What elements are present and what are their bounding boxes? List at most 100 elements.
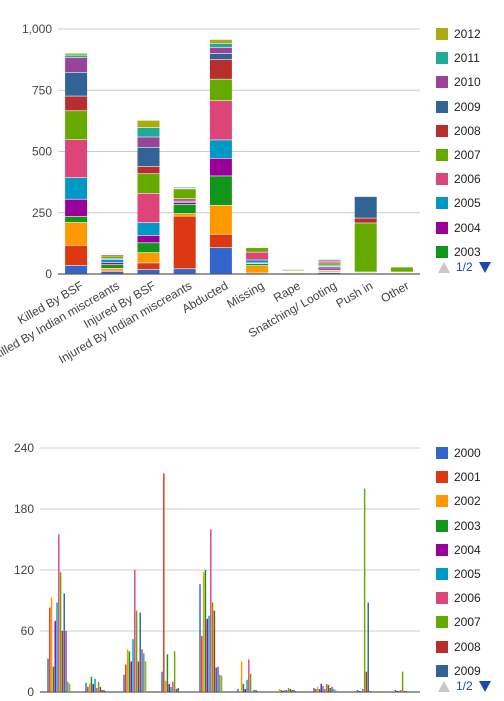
grouped-bar[interactable] — [90, 676, 93, 692]
grouped-bar[interactable] — [286, 689, 288, 692]
stacked-bar-segment[interactable] — [101, 271, 124, 274]
grouped-bar[interactable] — [257, 690, 259, 692]
grouped-bar[interactable] — [400, 689, 402, 692]
stacked-bar-segment[interactable] — [209, 205, 232, 234]
grouped-bar[interactable] — [360, 690, 362, 692]
grouped-bar[interactable] — [210, 529, 212, 692]
stacked-bar-segment[interactable] — [173, 213, 196, 216]
stacked-bar-segment[interactable] — [209, 158, 232, 176]
grouped-bar[interactable] — [135, 610, 138, 692]
stacked-bar-segment[interactable] — [354, 196, 377, 218]
stacked-bar-segment[interactable] — [137, 174, 160, 194]
grouped-bar[interactable] — [139, 612, 141, 692]
stacked-bar-segment[interactable] — [173, 199, 196, 201]
grouped-bar[interactable] — [97, 681, 100, 692]
stacked-bar-segment[interactable] — [101, 259, 124, 263]
grouped-bar[interactable] — [128, 651, 131, 692]
grouped-bar[interactable] — [130, 661, 132, 693]
grouped-bar[interactable] — [103, 689, 105, 692]
grouped-bar[interactable] — [240, 661, 243, 693]
legend-item[interactable]: 2007 — [436, 614, 481, 630]
grouped-bar[interactable] — [249, 673, 252, 692]
stacked-bar-segment[interactable] — [137, 235, 160, 243]
grouped-bar[interactable] — [316, 686, 319, 692]
grouped-bar[interactable] — [204, 570, 207, 692]
legend-item[interactable]: 2001 — [436, 469, 481, 485]
grouped-bar[interactable] — [255, 689, 257, 692]
stacked-bar-segment[interactable] — [173, 202, 196, 205]
stacked-bar-segment[interactable] — [318, 266, 341, 268]
grouped-bar[interactable] — [126, 649, 129, 692]
stacked-bar-segment[interactable] — [101, 256, 124, 259]
grouped-bar[interactable] — [105, 690, 107, 692]
stacked-bar-segment[interactable] — [137, 137, 160, 147]
grouped-bar[interactable] — [96, 687, 98, 692]
stacked-bar-segment[interactable] — [65, 53, 88, 55]
stacked-bar-segment[interactable] — [209, 176, 232, 206]
grouped-bar[interactable] — [106, 690, 109, 692]
grouped-bar[interactable] — [177, 687, 179, 692]
grouped-bar[interactable] — [134, 570, 136, 692]
legend-item[interactable]: 2007 — [436, 147, 481, 163]
grouped-bar[interactable] — [163, 473, 165, 692]
grouped-bar[interactable] — [50, 597, 53, 692]
grouped-bar[interactable] — [315, 688, 317, 692]
stacked-bar-segment[interactable] — [209, 79, 232, 101]
grouped-bar[interactable] — [168, 683, 170, 692]
grouped-bar[interactable] — [173, 651, 176, 692]
stacked-bar-segment[interactable] — [209, 39, 232, 44]
grouped-bar[interactable] — [52, 666, 55, 692]
grouped-bar[interactable] — [242, 683, 245, 692]
grouped-bar[interactable] — [206, 618, 208, 692]
grouped-bar[interactable] — [329, 687, 331, 692]
grouped-bar[interactable] — [363, 488, 366, 692]
stacked-bar-segment[interactable] — [65, 245, 88, 266]
grouped-bar[interactable] — [313, 687, 315, 692]
grouped-bar[interactable] — [325, 683, 328, 692]
grouped-bar[interactable] — [172, 681, 174, 692]
grouped-bar[interactable] — [88, 683, 91, 692]
stacked-bar-segment[interactable] — [65, 216, 88, 223]
grouped-bar[interactable] — [101, 689, 103, 692]
legend-item[interactable]: 2003 — [436, 244, 481, 260]
grouped-bar[interactable] — [213, 610, 216, 692]
grouped-bar[interactable] — [59, 572, 62, 692]
stacked-bar-segment[interactable] — [65, 111, 88, 140]
grouped-bar[interactable] — [217, 666, 219, 692]
legend-prev-page-icon[interactable] — [438, 680, 450, 692]
grouped-bar[interactable] — [63, 593, 65, 692]
legend-item[interactable]: 2009 — [436, 99, 481, 115]
grouped-bar[interactable] — [394, 689, 397, 692]
grouped-bar[interactable] — [403, 690, 406, 692]
grouped-bar[interactable] — [356, 689, 359, 692]
stacked-bar-segment[interactable] — [137, 120, 160, 128]
stacked-bar-segment[interactable] — [209, 234, 232, 248]
grouped-bar[interactable] — [94, 678, 96, 692]
grouped-bar[interactable] — [201, 636, 203, 692]
grouped-bar[interactable] — [362, 688, 364, 692]
stacked-bar-segment[interactable] — [65, 72, 88, 96]
grouped-bar[interactable] — [396, 690, 398, 692]
grouped-bar[interactable] — [123, 674, 125, 692]
legend-item[interactable]: 2008 — [436, 639, 481, 655]
legend-item[interactable]: 2012 — [436, 26, 481, 42]
grouped-bar[interactable] — [398, 690, 400, 692]
grouped-bar[interactable] — [334, 689, 337, 692]
grouped-bar[interactable] — [175, 688, 178, 692]
grouped-bar[interactable] — [258, 690, 261, 692]
grouped-bar[interactable] — [164, 680, 167, 692]
grouped-bar[interactable] — [280, 689, 283, 692]
legend-item[interactable]: 2004 — [436, 542, 481, 558]
legend-item[interactable]: 2006 — [436, 171, 481, 187]
stacked-bar-segment[interactable] — [390, 267, 413, 272]
stacked-bar-segment[interactable] — [137, 147, 160, 167]
grouped-bar[interactable] — [365, 671, 368, 692]
stacked-bar-segment[interactable] — [173, 201, 196, 203]
stacked-bar-segment[interactable] — [246, 260, 269, 263]
grouped-bar[interactable] — [367, 602, 369, 692]
grouped-bar[interactable] — [327, 684, 330, 692]
grouped-bar[interactable] — [92, 683, 94, 692]
legend-item[interactable]: 2006 — [436, 590, 481, 606]
grouped-bar[interactable] — [320, 683, 322, 692]
grouped-bar[interactable] — [331, 686, 333, 692]
